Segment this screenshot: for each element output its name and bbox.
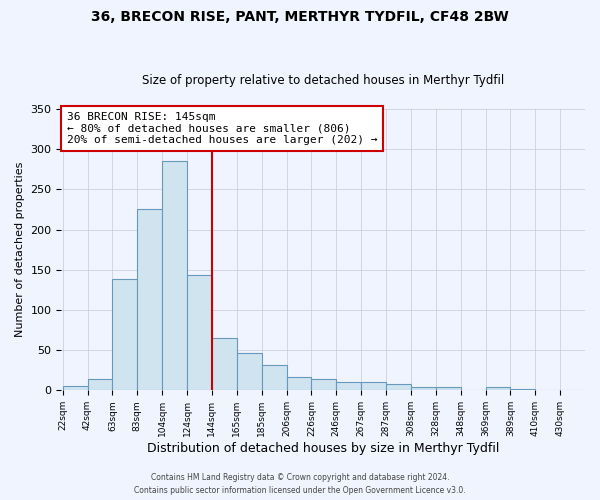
- Y-axis label: Number of detached properties: Number of detached properties: [15, 162, 25, 338]
- Bar: [311, 379, 336, 390]
- Bar: [411, 387, 436, 390]
- Bar: [485, 387, 511, 390]
- Bar: [112, 280, 137, 390]
- Bar: [361, 382, 386, 390]
- Bar: [162, 162, 187, 390]
- Bar: [336, 382, 361, 390]
- Bar: [436, 387, 461, 390]
- Text: 36 BRECON RISE: 145sqm
← 80% of detached houses are smaller (806)
20% of semi-de: 36 BRECON RISE: 145sqm ← 80% of detached…: [67, 112, 377, 145]
- Text: 36, BRECON RISE, PANT, MERTHYR TYDFIL, CF48 2BW: 36, BRECON RISE, PANT, MERTHYR TYDFIL, C…: [91, 10, 509, 24]
- Bar: [511, 388, 535, 390]
- Bar: [187, 274, 212, 390]
- Bar: [237, 352, 262, 391]
- Bar: [386, 384, 411, 390]
- Bar: [88, 379, 112, 390]
- Text: Contains HM Land Registry data © Crown copyright and database right 2024.
Contai: Contains HM Land Registry data © Crown c…: [134, 474, 466, 495]
- Title: Size of property relative to detached houses in Merthyr Tydfil: Size of property relative to detached ho…: [142, 74, 505, 87]
- Bar: [287, 376, 311, 390]
- Bar: [212, 338, 237, 390]
- X-axis label: Distribution of detached houses by size in Merthyr Tydfil: Distribution of detached houses by size …: [147, 442, 499, 455]
- Bar: [262, 364, 287, 390]
- Bar: [137, 210, 162, 390]
- Bar: [62, 386, 88, 390]
